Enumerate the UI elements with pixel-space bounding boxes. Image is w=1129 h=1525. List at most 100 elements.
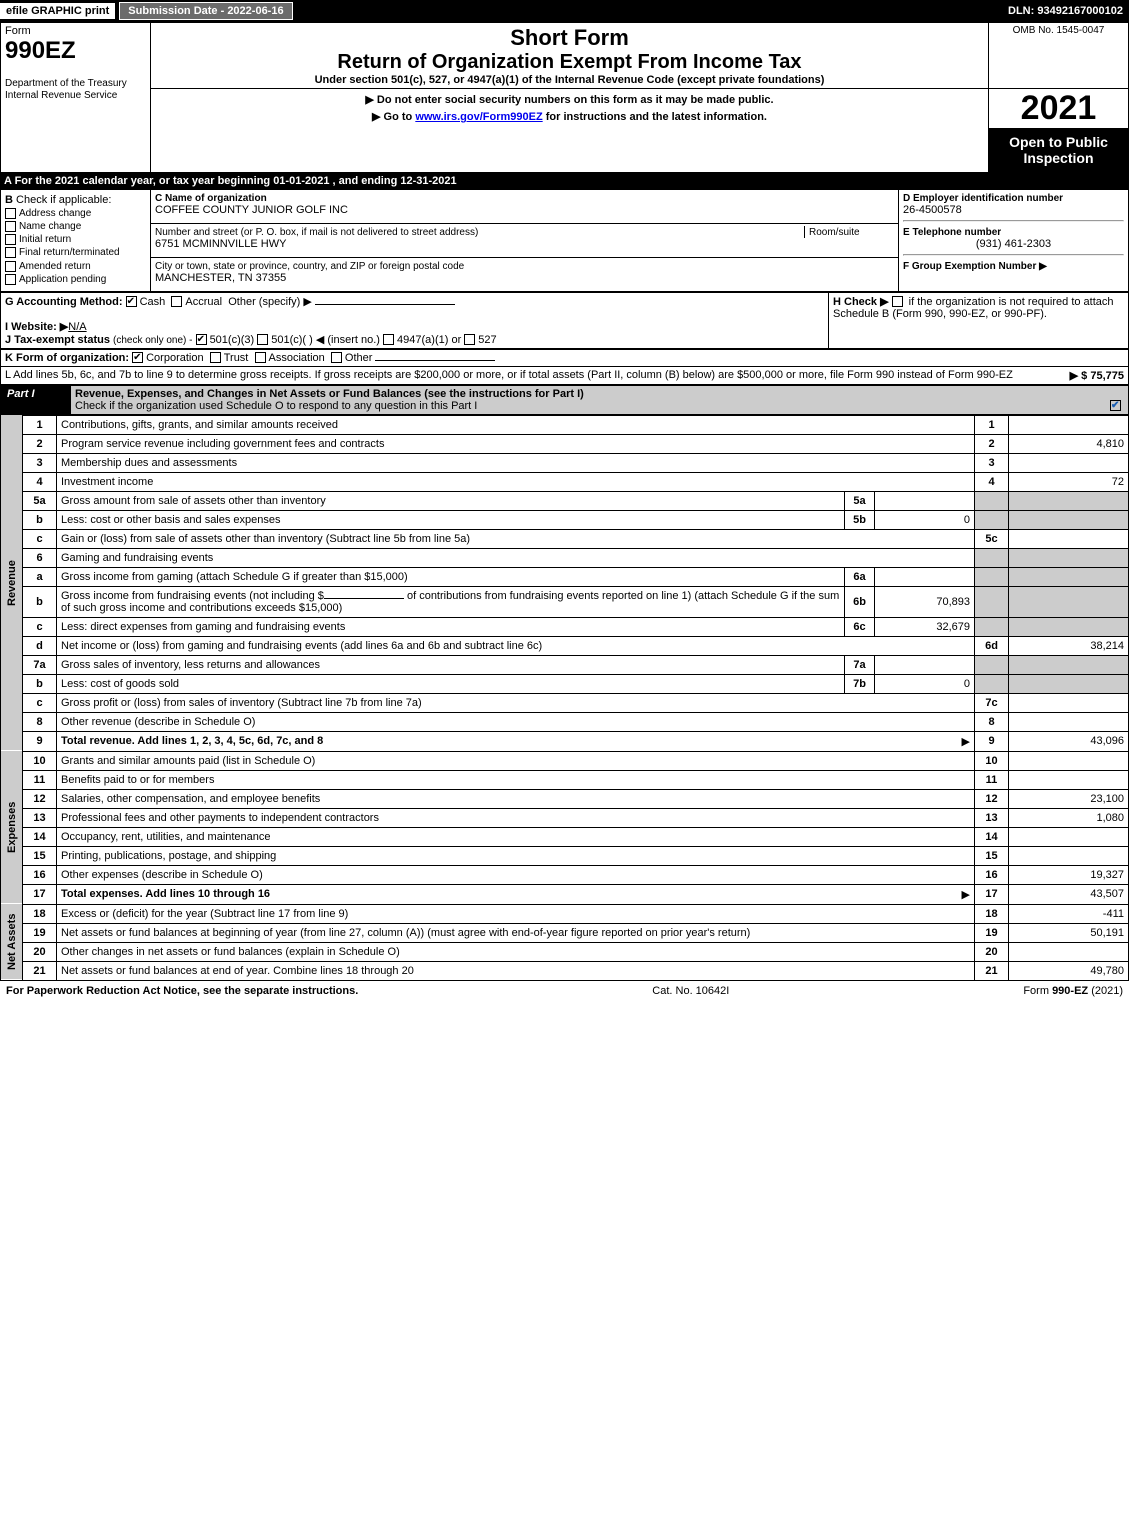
j-opt-0: 501(c)(3) xyxy=(210,334,255,346)
ln20-desc: Other changes in net assets or fund bala… xyxy=(57,942,975,961)
chk-application-pending[interactable] xyxy=(5,274,16,285)
ln19-amt: 50,191 xyxy=(1009,923,1129,942)
ln5c-desc: Gain or (loss) from sale of assets other… xyxy=(57,529,975,548)
netassets-label: Net Assets xyxy=(1,904,23,980)
e-label: E Telephone number xyxy=(903,227,1001,238)
ln6a-num: a xyxy=(23,567,57,586)
irs-link[interactable]: www.irs.gov/Form990EZ xyxy=(415,111,542,123)
c-city-label: City or town, state or province, country… xyxy=(155,261,464,272)
j-opt-1: 501(c)( ) ◀ (insert no.) xyxy=(271,334,380,346)
ln16-desc: Other expenses (describe in Schedule O) xyxy=(57,865,975,884)
chk-schedule-o[interactable] xyxy=(1110,400,1121,411)
ln5a-rs xyxy=(975,491,1009,510)
g-label: G Accounting Method: xyxy=(5,296,123,308)
footer-left: For Paperwork Reduction Act Notice, see … xyxy=(6,985,358,997)
ln10-num: 10 xyxy=(23,751,57,770)
tax-year: 2021 xyxy=(989,89,1128,128)
street-value: 6751 MCMINNVILLE HWY xyxy=(155,238,286,250)
chk-name-change[interactable] xyxy=(5,221,16,232)
chk-assoc[interactable] xyxy=(255,352,266,363)
omb-number: OMB No. 1545-0047 xyxy=(1013,25,1105,36)
part-i-title: Revenue, Expenses, and Changes in Net As… xyxy=(75,388,584,400)
chk-h[interactable] xyxy=(892,296,903,307)
ln3-desc: Membership dues and assessments xyxy=(57,453,975,472)
ln13-r: 13 xyxy=(975,808,1009,827)
k-cell: K Form of organization: Corporation Trus… xyxy=(1,349,1129,366)
c-room-label: Room/suite xyxy=(809,227,860,238)
ln11-r: 11 xyxy=(975,770,1009,789)
ln11-num: 11 xyxy=(23,770,57,789)
ln21-num: 21 xyxy=(23,961,57,980)
l-text: L Add lines 5b, 6c, and 7b to line 9 to … xyxy=(5,369,1013,381)
chk-address-change[interactable] xyxy=(5,208,16,219)
ln15-amt xyxy=(1009,846,1129,865)
ln1-amt xyxy=(1009,415,1129,434)
b-item-3: Final return/terminated xyxy=(19,248,120,259)
chk-amended-return[interactable] xyxy=(5,261,16,272)
chk-initial-return[interactable] xyxy=(5,234,16,245)
expenses-label: Expenses xyxy=(1,751,23,904)
chk-trust[interactable] xyxy=(210,352,221,363)
j-label: J Tax-exempt status xyxy=(5,334,110,346)
ln12-num: 12 xyxy=(23,789,57,808)
ln18-desc: Excess or (deficit) for the year (Subtra… xyxy=(57,904,975,923)
goto-line: ▶ Go to www.irs.gov/Form990EZ for instru… xyxy=(372,110,767,123)
ln10-r: 10 xyxy=(975,751,1009,770)
ln6a-sa xyxy=(875,567,975,586)
chk-accrual[interactable] xyxy=(171,296,182,307)
chk-527[interactable] xyxy=(464,334,475,345)
ln8-r: 8 xyxy=(975,712,1009,731)
k-label: K Form of organization: xyxy=(5,352,129,364)
dept-treasury: Department of the Treasury xyxy=(5,78,127,89)
efile-label[interactable]: efile GRAPHIC print xyxy=(0,3,115,19)
ln4-num: 4 xyxy=(23,472,57,491)
ln16-amt: 19,327 xyxy=(1009,865,1129,884)
section-a-line: A For the 2021 calendar year, or tax yea… xyxy=(0,173,1129,189)
ln6d-num: d xyxy=(23,636,57,655)
b-checklist: Address change Name change Initial retur… xyxy=(5,208,146,285)
ln4-amt: 72 xyxy=(1009,472,1129,491)
city-value: MANCHESTER, TN 37355 xyxy=(155,272,286,284)
header-info-table: B Check if applicable: Address change Na… xyxy=(0,189,1129,292)
k-opt-3: Other xyxy=(345,352,373,364)
ln15-desc: Printing, publications, postage, and shi… xyxy=(57,846,975,865)
ln20-num: 20 xyxy=(23,942,57,961)
ln6-as xyxy=(1009,548,1129,567)
chk-final-return[interactable] xyxy=(5,247,16,258)
j-opt-3: 527 xyxy=(478,334,496,346)
ln15-num: 15 xyxy=(23,846,57,865)
open-public-badge: Open to Public Inspection xyxy=(989,128,1128,172)
ln4-r: 4 xyxy=(975,472,1009,491)
g-accrual: Accrual xyxy=(185,296,222,308)
ln5b-desc: Less: cost or other basis and sales expe… xyxy=(57,510,845,529)
k-opt-0: Corporation xyxy=(146,352,203,364)
ln2-num: 2 xyxy=(23,434,57,453)
b-item-5: Application pending xyxy=(19,274,106,285)
ln6b-as xyxy=(1009,586,1129,617)
ein-value: 26-4500578 xyxy=(903,204,962,216)
chk-501c3[interactable] xyxy=(196,334,207,345)
ln9-amt: 43,096 xyxy=(1009,731,1129,751)
return-title: Return of Organization Exempt From Incom… xyxy=(155,51,984,74)
chk-cash[interactable] xyxy=(126,296,137,307)
ln7c-amt xyxy=(1009,693,1129,712)
dln-label: DLN: 93492167000102 xyxy=(1008,5,1129,17)
ln14-r: 14 xyxy=(975,827,1009,846)
chk-other-org[interactable] xyxy=(331,352,342,363)
chk-501c[interactable] xyxy=(257,334,268,345)
chk-4947[interactable] xyxy=(383,334,394,345)
c-street-label: Number and street (or P. O. box, if mail… xyxy=(155,227,478,238)
ln21-amt: 49,780 xyxy=(1009,961,1129,980)
l-amount: ▶ $ 75,775 xyxy=(1070,369,1124,382)
ln10-desc: Grants and similar amounts paid (list in… xyxy=(57,751,975,770)
ln6a-sn: 6a xyxy=(845,567,875,586)
ln5b-num: b xyxy=(23,510,57,529)
ln8-amt xyxy=(1009,712,1129,731)
ln21-desc: Net assets or fund balances at end of ye… xyxy=(57,961,975,980)
form-word: Form xyxy=(5,25,31,37)
form-title-cell: Short Form Return of Organization Exempt… xyxy=(151,23,989,89)
k-opt-1: Trust xyxy=(224,352,249,364)
ln5a-num: 5a xyxy=(23,491,57,510)
ln11-desc: Benefits paid to or for members xyxy=(57,770,975,789)
chk-corp[interactable] xyxy=(132,352,143,363)
